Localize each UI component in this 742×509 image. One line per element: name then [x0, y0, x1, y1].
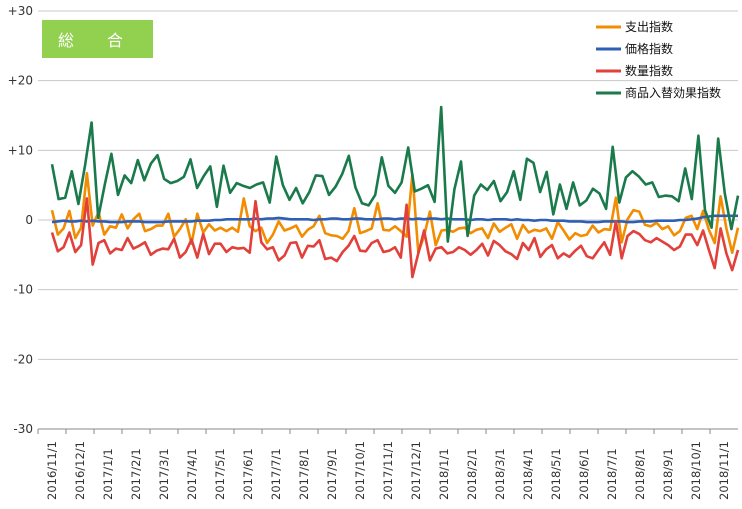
x-tick-label: 2017/1/1 [101, 448, 115, 500]
x-tick-label: 2017/10/1 [353, 441, 367, 500]
x-tick-label: 2018/2/1 [465, 448, 479, 500]
x-tick-label: 2018/5/1 [549, 448, 563, 500]
x-tick-label: 2018/11/1 [717, 441, 731, 500]
x-tick-label: 2017/8/1 [297, 448, 311, 500]
x-tick-label: 2018/10/1 [689, 441, 703, 500]
x-tick-label: 2017/9/1 [325, 448, 339, 500]
x-tick-label: 2017/2/1 [129, 448, 143, 500]
y-tick-label: -30 [13, 422, 33, 436]
x-tick-label: 2017/5/1 [213, 448, 227, 500]
summary-badge: 総 合 [42, 20, 153, 58]
x-tick-label: 2017/7/1 [269, 448, 283, 500]
legend-label: 支出指数 [625, 19, 673, 34]
y-tick-label: -10 [13, 283, 33, 297]
y-tick-label: +30 [8, 4, 33, 18]
series-line-2 [50, 197, 740, 279]
series-lines [50, 105, 740, 279]
y-axis-ticks: +30 +20 +10 0 -10 -20 -30 [8, 4, 33, 436]
legend-label: 価格指数 [625, 41, 673, 56]
x-tick-label: 2018/6/1 [577, 448, 591, 500]
x-tick-label: 2018/1/1 [437, 448, 451, 500]
x-tick-label: 2018/4/1 [521, 448, 535, 500]
x-tick-label: 2018/3/1 [493, 448, 507, 500]
y-tick-label: +10 [8, 143, 33, 157]
y-tick-label: +20 [8, 74, 33, 88]
x-tick-label: 2017/4/1 [185, 448, 199, 500]
series-line-0 [50, 172, 740, 254]
x-tick-label: 2018/8/1 [633, 448, 647, 500]
series-line-1 [51, 214, 738, 224]
x-tick-label: 2017/6/1 [241, 448, 255, 500]
series-line-3 [50, 105, 740, 243]
x-tick-label: 2017/11/1 [381, 441, 395, 500]
legend-label: 商品入替効果指数 [625, 85, 721, 100]
x-tick-label: 2016/11/1 [45, 441, 59, 500]
y-tick-label: -20 [13, 352, 33, 366]
x-tick-label: 2018/9/1 [661, 448, 675, 500]
legend-label: 数量指数 [625, 63, 673, 78]
x-tick-label: 2016/12/1 [73, 441, 87, 500]
x-tick-label: 2018/7/1 [605, 448, 619, 500]
x-axis-ticks: 2016/11/1 2016/12/1 2017/1/1 2017/2/1 2017/3… [45, 441, 731, 500]
x-tick-label: 2017/3/1 [157, 448, 171, 500]
x-axis [37, 428, 738, 434]
y-tick-label: 0 [25, 213, 33, 227]
x-tick-label: 2017/12/1 [409, 441, 423, 500]
